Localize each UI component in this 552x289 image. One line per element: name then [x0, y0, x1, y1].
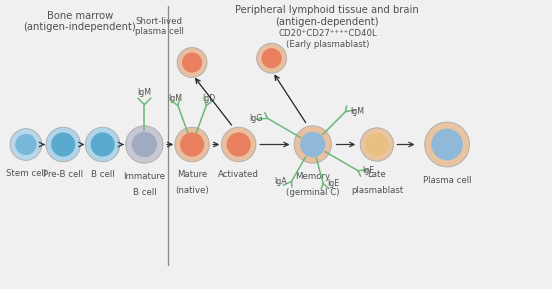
Text: Stem cell: Stem cell — [6, 169, 46, 178]
Text: B cell: B cell — [132, 188, 156, 197]
Text: (native): (native) — [175, 186, 209, 195]
Ellipse shape — [294, 126, 331, 163]
Text: IgM: IgM — [168, 94, 183, 103]
Text: Short-lived
plasma cell: Short-lived plasma cell — [135, 16, 184, 36]
Ellipse shape — [424, 122, 470, 167]
Text: plasmablast: plasmablast — [351, 186, 403, 194]
Text: CD20⁺CD27⁺⁺⁺⁺CD40L: CD20⁺CD27⁺⁺⁺⁺CD40L — [278, 29, 377, 38]
Ellipse shape — [15, 134, 36, 155]
Text: IgE: IgE — [327, 179, 339, 188]
Text: Pre-B cell: Pre-B cell — [43, 171, 83, 179]
Ellipse shape — [300, 132, 325, 157]
Text: IgD: IgD — [202, 94, 215, 103]
Text: IgG: IgG — [250, 114, 263, 123]
Ellipse shape — [46, 127, 81, 162]
Ellipse shape — [257, 43, 286, 73]
Text: IgA: IgA — [274, 177, 287, 186]
Ellipse shape — [262, 48, 282, 68]
Ellipse shape — [360, 128, 394, 161]
Ellipse shape — [10, 129, 42, 160]
Ellipse shape — [86, 127, 120, 162]
Text: IgM: IgM — [137, 88, 151, 97]
Text: (germinal C): (germinal C) — [286, 188, 339, 197]
Text: B cell: B cell — [91, 171, 114, 179]
Text: Mature: Mature — [177, 171, 207, 179]
Text: Peripheral lymphoid tissue and brain
(antigen-dependent): Peripheral lymphoid tissue and brain (an… — [235, 5, 418, 27]
Ellipse shape — [91, 132, 115, 157]
Ellipse shape — [177, 48, 207, 77]
Ellipse shape — [431, 129, 463, 160]
Ellipse shape — [51, 132, 75, 157]
Text: Immature: Immature — [123, 172, 166, 181]
Text: Bone marrow
(antigen-independent): Bone marrow (antigen-independent) — [23, 11, 136, 32]
Ellipse shape — [182, 53, 202, 73]
Text: (Early plasmablast): (Early plasmablast) — [286, 40, 369, 49]
Text: IgM: IgM — [350, 107, 364, 116]
Text: IgE: IgE — [363, 166, 374, 175]
Ellipse shape — [365, 133, 389, 156]
Text: Memory: Memory — [295, 172, 330, 181]
Ellipse shape — [180, 132, 204, 157]
Text: Activated: Activated — [218, 171, 259, 179]
Text: Late: Late — [368, 170, 386, 179]
Ellipse shape — [126, 126, 163, 163]
Text: Plasma cell: Plasma cell — [423, 175, 471, 185]
Ellipse shape — [175, 127, 209, 162]
Ellipse shape — [132, 132, 157, 157]
Ellipse shape — [221, 127, 256, 162]
Ellipse shape — [227, 132, 251, 157]
